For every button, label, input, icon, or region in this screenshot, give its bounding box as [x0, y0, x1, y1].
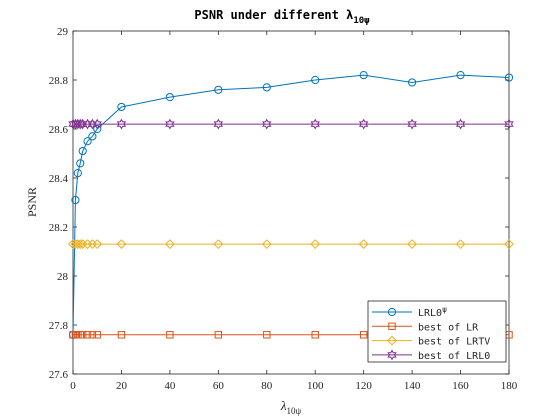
data-point [213, 239, 224, 250]
x-tick-label: 120 [355, 380, 372, 392]
data-point [165, 93, 174, 102]
y-tick-label: 27.8 [49, 320, 69, 332]
data-point [87, 239, 98, 250]
legend-marker [387, 335, 397, 346]
data-point [504, 118, 514, 130]
x-tick-label: 140 [404, 380, 421, 392]
data-point [214, 85, 223, 94]
data-point [261, 239, 272, 250]
axis-ticks: 0 20 40 60 80 100 120 140 160 180 27.6 27.8 28 28.2 28… [49, 26, 518, 392]
data-point [166, 331, 174, 339]
legend-marker [387, 307, 397, 317]
data-point [456, 71, 465, 80]
data-point [213, 118, 224, 130]
x-tick-label: 160 [452, 380, 469, 392]
data-point [78, 146, 87, 156]
data-point [68, 239, 78, 250]
data-point [93, 331, 101, 339]
data-point [358, 239, 369, 250]
data-point [455, 118, 466, 130]
data-point [71, 195, 80, 205]
series-layer [68, 71, 514, 339]
legend-label: best of LR [418, 322, 479, 333]
data-point [310, 118, 320, 130]
series-3 [68, 118, 514, 130]
y-tick-label: 28 [57, 271, 69, 283]
data-point [408, 78, 417, 87]
data-point [164, 239, 175, 250]
data-point [88, 132, 97, 141]
x-tick-label: 20 [116, 380, 128, 392]
data-point [262, 83, 271, 92]
data-point [70, 239, 81, 250]
data-point [82, 239, 93, 250]
data-point [75, 239, 86, 250]
data-point [83, 331, 92, 339]
data-point [165, 118, 175, 130]
x-tick-label: 80 [261, 380, 273, 392]
y-tick-label: 28.8 [49, 75, 69, 87]
data-point [88, 331, 97, 339]
data-point [92, 239, 103, 250]
y-tick-label: 28.6 [49, 124, 69, 136]
series-0 [68, 71, 514, 339]
data-point [359, 331, 368, 339]
data-point [76, 159, 85, 168]
x-tick-label: 40 [164, 380, 176, 392]
legend-label: LRL0ψ [418, 305, 447, 319]
legend-label-sup: ψ [442, 305, 447, 314]
data-point [263, 331, 271, 339]
data-point [311, 75, 320, 85]
data-point [311, 331, 319, 339]
y-tick-label: 28.4 [49, 173, 69, 185]
data-point [73, 169, 82, 178]
legend-label: best of LRTV [418, 337, 490, 348]
x-tick-label: 100 [307, 380, 324, 392]
data-point [116, 239, 127, 250]
data-point [310, 239, 321, 250]
x-tick-label: 180 [501, 380, 518, 392]
data-point [262, 118, 272, 130]
data-point [93, 124, 102, 134]
y-axis-label: PSNR [25, 187, 39, 217]
data-point [455, 239, 466, 250]
legend-label: best of LRL0 [418, 351, 490, 362]
legend-marker [388, 322, 396, 331]
x-tick-label: 0 [70, 380, 76, 392]
data-point [359, 71, 368, 80]
y-tick-label: 27.6 [49, 369, 69, 381]
data-point [117, 331, 126, 339]
y-tick-label: 29 [57, 26, 69, 38]
legend: LRL0ψ best of LR best of LRTV best of LRL0 [367, 300, 507, 363]
data-point [83, 137, 92, 146]
data-point [78, 331, 87, 339]
x-axis-label: λ10ψ [280, 398, 302, 416]
data-point [214, 331, 223, 339]
legend-marker [387, 349, 397, 361]
data-point [77, 239, 88, 250]
x-tick-label: 60 [213, 380, 225, 392]
data-point [504, 239, 514, 250]
chart-title: PSNR under different λ10ψ [194, 8, 370, 26]
data-point [92, 118, 102, 130]
data-point [117, 102, 126, 112]
data-point [407, 118, 417, 130]
data-point [358, 118, 369, 130]
data-point [72, 239, 83, 250]
data-point [504, 73, 514, 82]
data-point [116, 118, 127, 130]
data-point [407, 239, 418, 250]
y-tick-label: 28.2 [49, 222, 68, 234]
series-2 [68, 239, 514, 250]
